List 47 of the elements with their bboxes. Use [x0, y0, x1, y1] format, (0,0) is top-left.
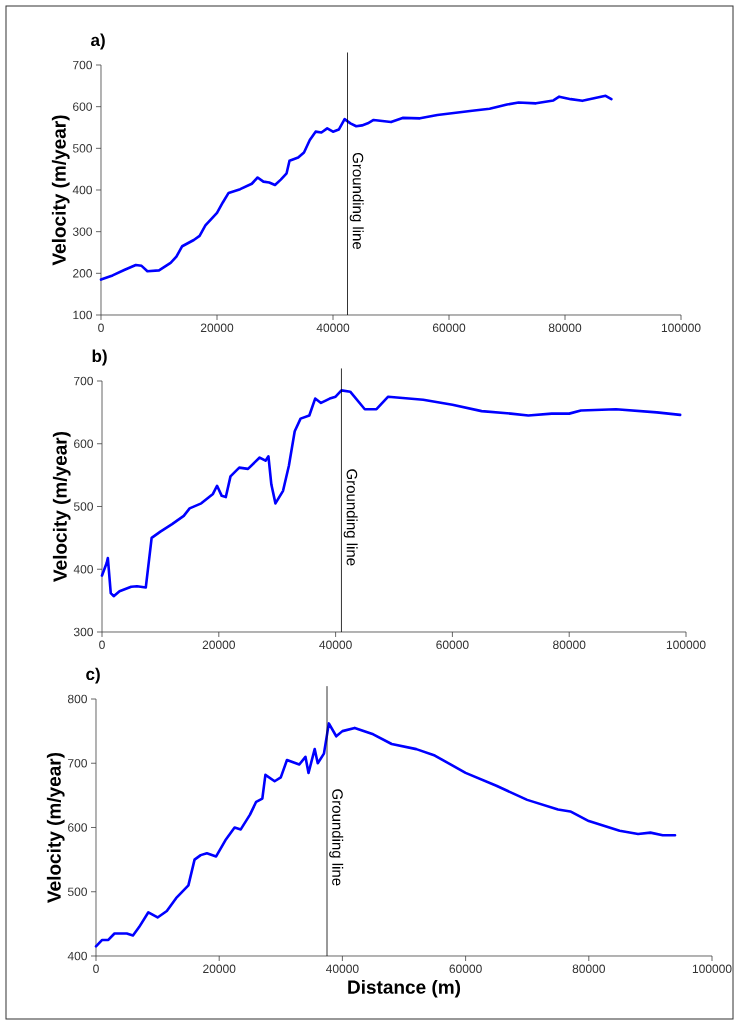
x-tick-label: 60000 — [436, 640, 469, 650]
chart-title: a) — [91, 33, 105, 50]
x-tick-label: 20000 — [202, 640, 236, 650]
ref-line-label: Grounding line — [343, 469, 358, 566]
x-tick-label: 60000 — [432, 323, 466, 333]
y-tick-label: 200 — [73, 269, 92, 278]
line-series — [100, 389, 682, 598]
x-tick-label: 0 — [93, 964, 99, 974]
x-tick-label: 80000 — [553, 640, 586, 650]
x-tick-label: 100000 — [692, 964, 732, 974]
y-tick-label: 600 — [74, 439, 93, 448]
y-tick-label: 700 — [73, 60, 92, 70]
y-axis-title: Velocity (m/year) — [46, 752, 65, 903]
y-tick-label: 100 — [73, 310, 92, 320]
x-tick-label: 40000 — [316, 323, 350, 333]
x-tick-label: 0 — [99, 640, 105, 650]
y-tick-label: 400 — [73, 565, 93, 574]
y-tick-label: 300 — [73, 627, 93, 637]
y-tick-label: 500 — [67, 887, 87, 896]
y-tick-label: 800 — [67, 694, 87, 704]
x-tick-label: 20000 — [200, 323, 234, 333]
y-tick-label: 700 — [74, 376, 93, 386]
x-tick-label: 100000 — [661, 323, 701, 333]
ref-line-label: Grounding line — [329, 789, 344, 886]
x-tick-label: 100000 — [666, 640, 706, 650]
y-tick-label: 500 — [72, 144, 92, 153]
x-tick-label: 0 — [98, 323, 104, 333]
x-tick-label: 40000 — [326, 964, 359, 974]
x-tick-label: 80000 — [572, 964, 606, 974]
y-tick-label: 400 — [72, 185, 92, 195]
y-axis-title: Velocity (m/year) — [51, 115, 70, 266]
line-series — [94, 722, 677, 948]
y-tick-label: 600 — [68, 823, 87, 832]
y-tick-label: 600 — [73, 102, 92, 111]
y-tick-label: 500 — [73, 502, 93, 511]
y-axis-title: Velocity (m/year) — [52, 431, 71, 582]
x-tick-label: 60000 — [449, 964, 482, 974]
y-tick-label: 700 — [68, 759, 87, 768]
y-tick-label: 300 — [72, 227, 92, 236]
x-tick-label: 80000 — [548, 323, 582, 333]
x-tick-label: 40000 — [319, 640, 352, 650]
chart-title: c) — [86, 667, 100, 684]
ref-line-label: Grounding line — [349, 152, 364, 250]
chart-title: b) — [92, 349, 107, 366]
y-tick-label: 400 — [67, 951, 87, 961]
x-tick-label: 20000 — [203, 964, 236, 974]
x-axis-title: Distance (m) — [348, 979, 461, 998]
